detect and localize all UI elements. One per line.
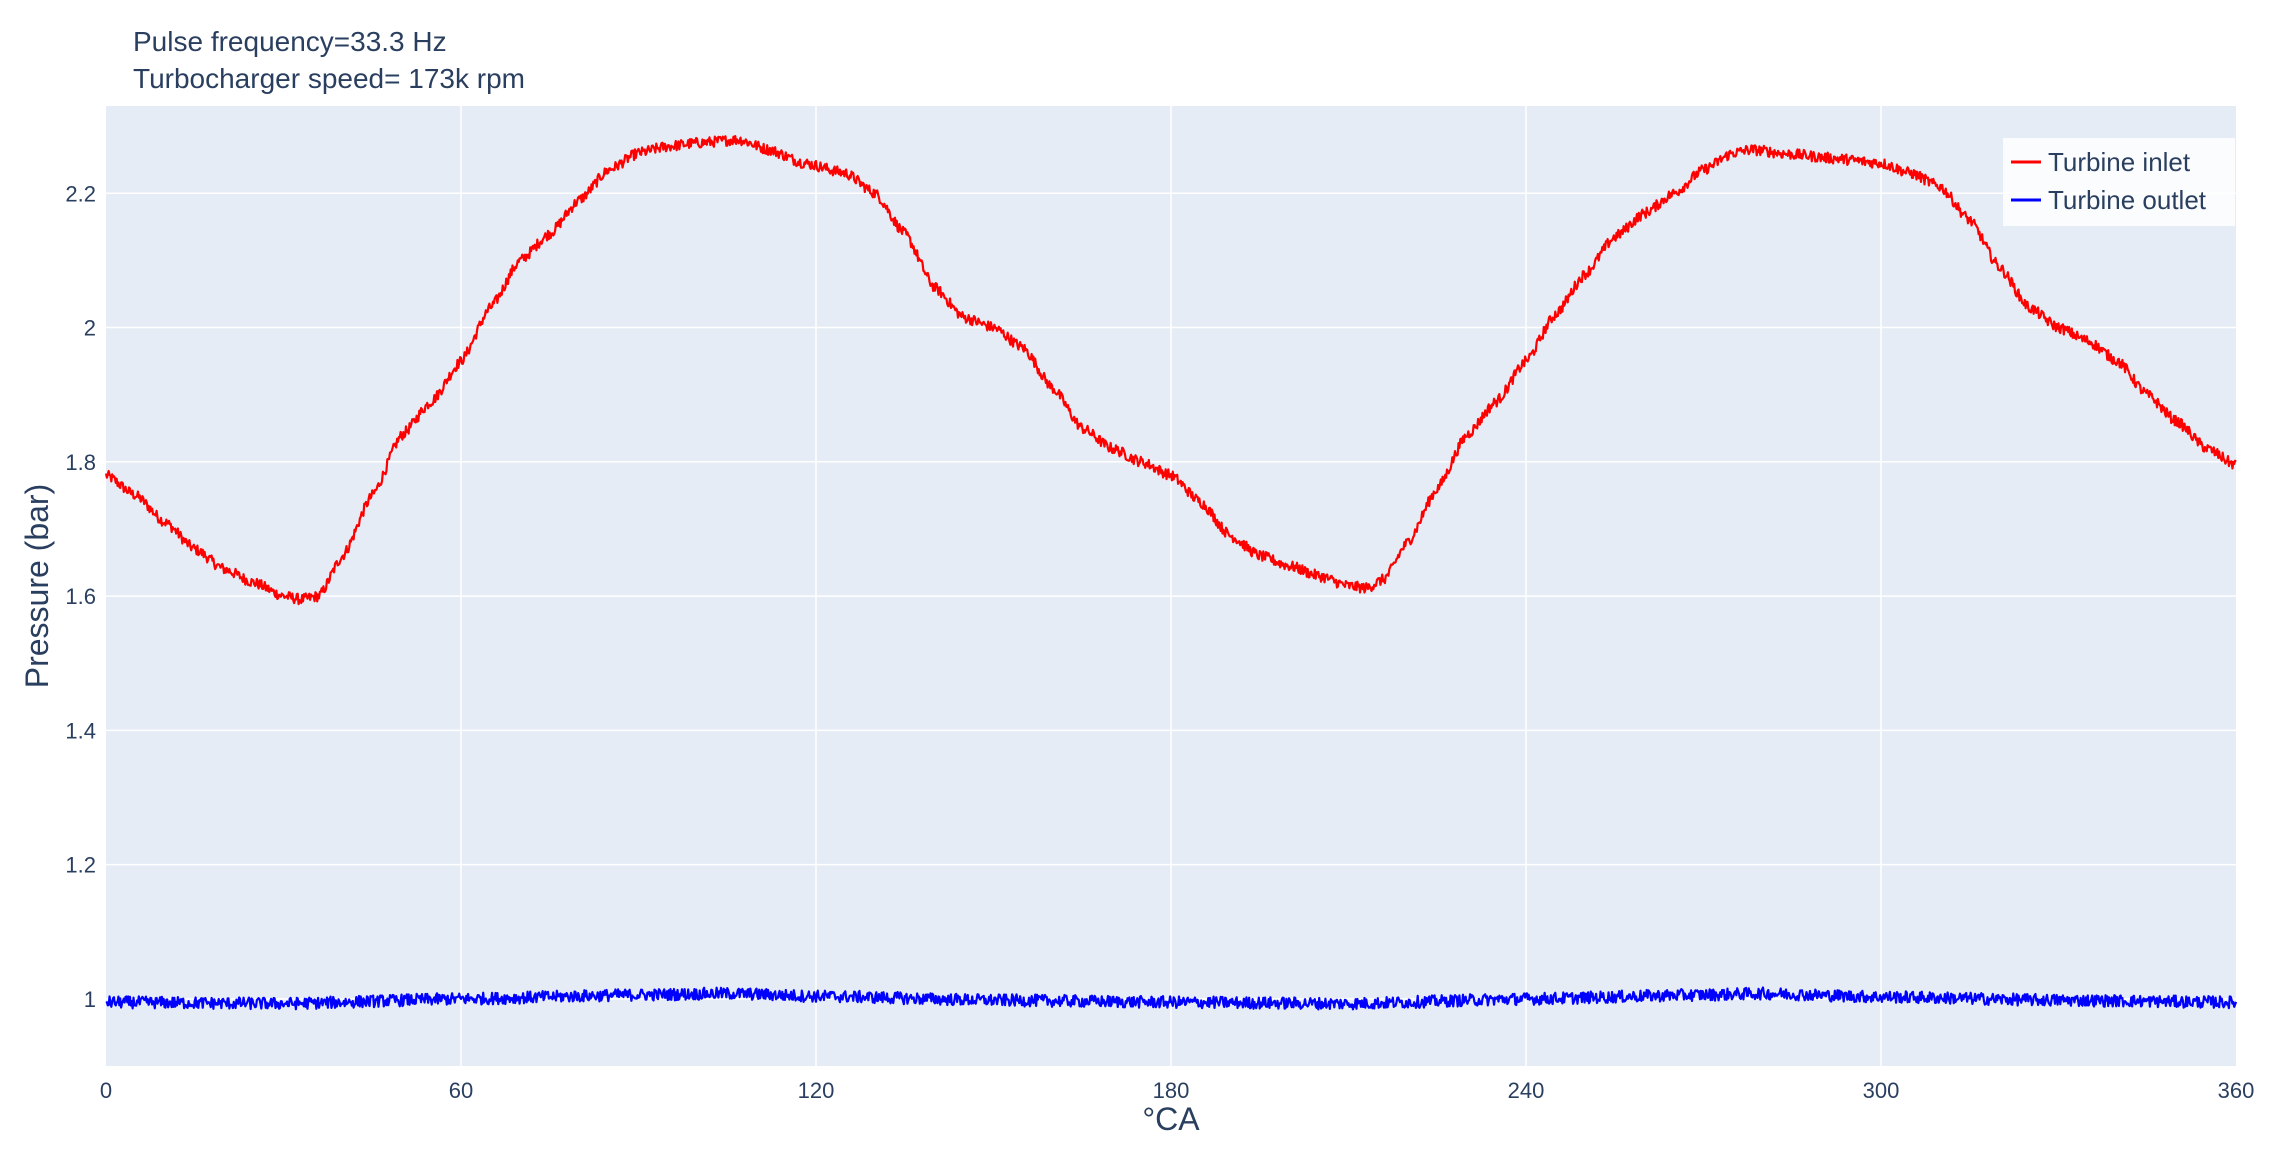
y-axis-ticks: 1 1.2 1.4 1.6 1.8 2 2.2 [65,181,96,1012]
x-tick-label: 300 [1863,1078,1900,1103]
y-tick-label: 1.8 [65,450,96,475]
y-tick-label: 1.6 [65,584,96,609]
x-tick-label: 120 [798,1078,835,1103]
gridlines [106,106,2236,1066]
x-tick-label: 0 [100,1078,112,1103]
y-tick-label: 1.4 [65,718,96,743]
y-tick-label: 1 [84,987,96,1012]
series-line-2 [105,986,2238,1011]
chart-title: Pulse frequency=33.3 Hz Turbocharger spe… [133,26,525,94]
x-tick-label: 180 [1153,1078,1190,1103]
y-tick-label: 2 [84,316,96,341]
y-axis-title: Pressure (bar) [19,484,55,689]
x-axis-title: °CA [1142,1101,1200,1137]
series-line-1 [104,134,2237,606]
y-tick-label: 2.2 [65,181,96,206]
x-tick-label: 60 [449,1078,473,1103]
title-line-2: Turbocharger speed= 173k rpm [133,63,525,94]
legend: Turbine inlet Turbine outlet [2003,138,2235,226]
x-tick-label: 240 [1508,1078,1545,1103]
x-axis-ticks: 0 60 120 180 240 300 360 [100,1078,2254,1103]
y-tick-label: 1.2 [65,853,96,878]
legend-label: Turbine outlet [2048,185,2207,215]
x-tick-label: 360 [2218,1078,2255,1103]
title-line-1: Pulse frequency=33.3 Hz [133,26,447,57]
legend-label: Turbine inlet [2048,147,2191,177]
series-lines [104,134,2238,1011]
legend-box [2003,138,2235,226]
